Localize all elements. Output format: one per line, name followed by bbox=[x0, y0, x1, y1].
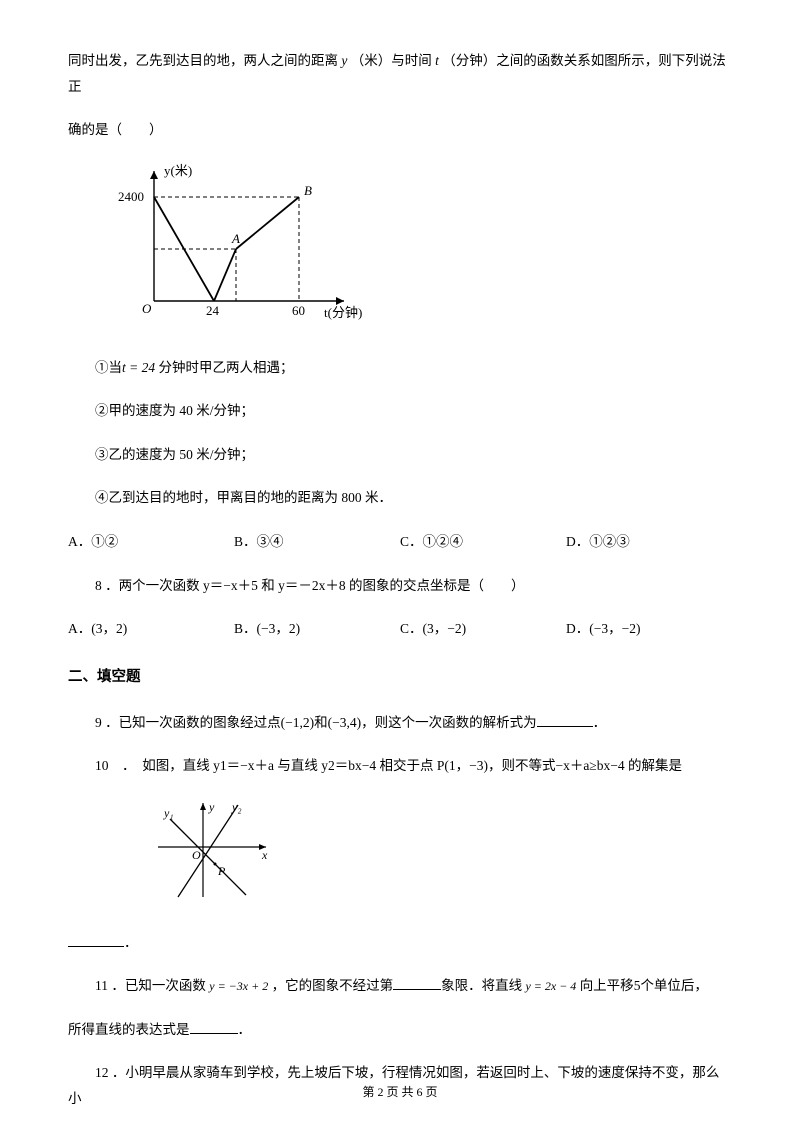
q11-line2: 所得直线的表达式是 ． bbox=[68, 1017, 732, 1043]
q11-post1: 向上平移 bbox=[580, 978, 634, 993]
q10-origin: O bbox=[192, 848, 201, 862]
q7-stmt2: ②甲的速度为 40 米/分钟； bbox=[68, 398, 732, 424]
q7-options: A．①② B．③④ C．①②④ D．①②③ bbox=[68, 529, 732, 555]
q7-lead: 同时出发，乙先到达目的地，两人之间的距离 y （米）与时间 t （分钟）之间的函… bbox=[68, 48, 732, 99]
q10-period: ． bbox=[124, 935, 138, 950]
q7-optD: D．①②③ bbox=[566, 529, 732, 555]
q7-stmt4: ④乙到达目的地时，甲离目的地的距离为 800 米． bbox=[68, 485, 732, 511]
q8-optD: D．(−3，−2) bbox=[566, 616, 732, 642]
q7-optA: A．①② bbox=[68, 529, 234, 555]
q10-row: y x O y₁ y₂ P bbox=[68, 797, 732, 916]
page-footer: 第 2 页 共 6 页 bbox=[0, 1081, 800, 1104]
q7-line2: 确的是（ ） bbox=[68, 117, 732, 143]
q10-blank bbox=[68, 933, 124, 947]
section2-title: 二、填空题 bbox=[68, 664, 732, 692]
q11-post2: 个单位后， bbox=[640, 978, 708, 993]
q7-t-var: t bbox=[435, 53, 439, 68]
q8-optA: A．(3，2) bbox=[68, 616, 234, 642]
q10-y1: y₁ bbox=[163, 806, 174, 820]
q11-eq2: y = 2x − 4 bbox=[525, 979, 576, 993]
q9-text: 9 ．已知一次函数的图象经过点(−1,2)和(−3,4)，则这个一次函数的解析式… bbox=[95, 715, 537, 730]
q7-ytick: 2400 bbox=[118, 189, 144, 204]
q10-blank-row: ． bbox=[68, 930, 732, 956]
q9-blank bbox=[537, 713, 593, 727]
q7-graph: O y(米) t(分钟) 2400 24 60 A B bbox=[114, 161, 732, 335]
q7-optB: B．③④ bbox=[234, 529, 400, 555]
q7-stmt1-post: 分钟时甲乙两人相遇； bbox=[159, 360, 294, 375]
q10-p: P bbox=[217, 864, 226, 878]
q9-period: ． bbox=[593, 715, 607, 730]
q7-y-var: y bbox=[341, 53, 347, 68]
q8-optB: B．(−3，2) bbox=[234, 616, 400, 642]
q7-y-unit: （米）与时间 bbox=[351, 53, 432, 68]
q7-lead-text: 同时出发，乙先到达目的地，两人之间的距离 bbox=[68, 53, 338, 68]
q10-graph: y x O y₁ y₂ P bbox=[148, 797, 278, 916]
q7-stmt1: ①当t = 24 分钟时甲乙两人相遇； bbox=[68, 355, 732, 381]
q11-mid1: ，它的图象不经过第 bbox=[272, 978, 394, 993]
q11-mid2: 象限．将直线 bbox=[441, 978, 522, 993]
q7-stmt3: ③乙的速度为 50 米/分钟； bbox=[68, 442, 732, 468]
q7-point-a: A bbox=[231, 231, 240, 246]
q7-xtick-24: 24 bbox=[206, 303, 220, 318]
q7-stmt1-pre: ①当 bbox=[95, 360, 122, 375]
q7-xtick-60: 60 bbox=[292, 303, 305, 318]
q10-graph-svg: y x O y₁ y₂ P bbox=[148, 797, 278, 907]
q7-ylabel: y(米) bbox=[164, 163, 192, 178]
q11-pre: 11 ．已知一次函数 bbox=[95, 978, 206, 993]
q7-optC: C．①②④ bbox=[400, 529, 566, 555]
q10-line1: 10 ． 如图，直线 y1＝−x＋a 与直线 y2＝bx−4 相交于点 P(1，… bbox=[68, 753, 732, 779]
q11-line2-pre: 所得直线的表达式是 bbox=[68, 1022, 190, 1037]
q10-ylabel: y bbox=[208, 800, 215, 814]
q10-xlabel: x bbox=[261, 848, 268, 862]
q11-line1: 11 ．已知一次函数 y = −3x + 2 ，它的图象不经过第 象限．将直线 y… bbox=[68, 973, 732, 999]
q8-optC: C．(3，−2) bbox=[400, 616, 566, 642]
q11-line2-post: ． bbox=[238, 1022, 252, 1037]
q11-eq1: y = −3x + 2 bbox=[209, 979, 268, 993]
q11-blank2 bbox=[190, 1020, 238, 1034]
q7-graph-svg: O y(米) t(分钟) 2400 24 60 A B bbox=[114, 161, 374, 326]
q7-origin: O bbox=[142, 301, 152, 316]
q7-stmt1-eq: t = 24 bbox=[122, 360, 155, 375]
q10-y2: y₂ bbox=[231, 800, 242, 814]
q11-blank1 bbox=[393, 976, 441, 990]
q9: 9 ．已知一次函数的图象经过点(−1,2)和(−3,4)，则这个一次函数的解析式… bbox=[68, 710, 732, 736]
q8-text: 8 ．两个一次函数 y＝−x＋5 和 y＝－2x＋8 的图象的交点坐标是（ ） bbox=[68, 573, 732, 599]
q7-point-b: B bbox=[304, 183, 312, 198]
q7-xlabel: t(分钟) bbox=[324, 305, 362, 320]
q8-options: A．(3，2) B．(−3，2) C．(3，−2) D．(−3，−2) bbox=[68, 616, 732, 642]
